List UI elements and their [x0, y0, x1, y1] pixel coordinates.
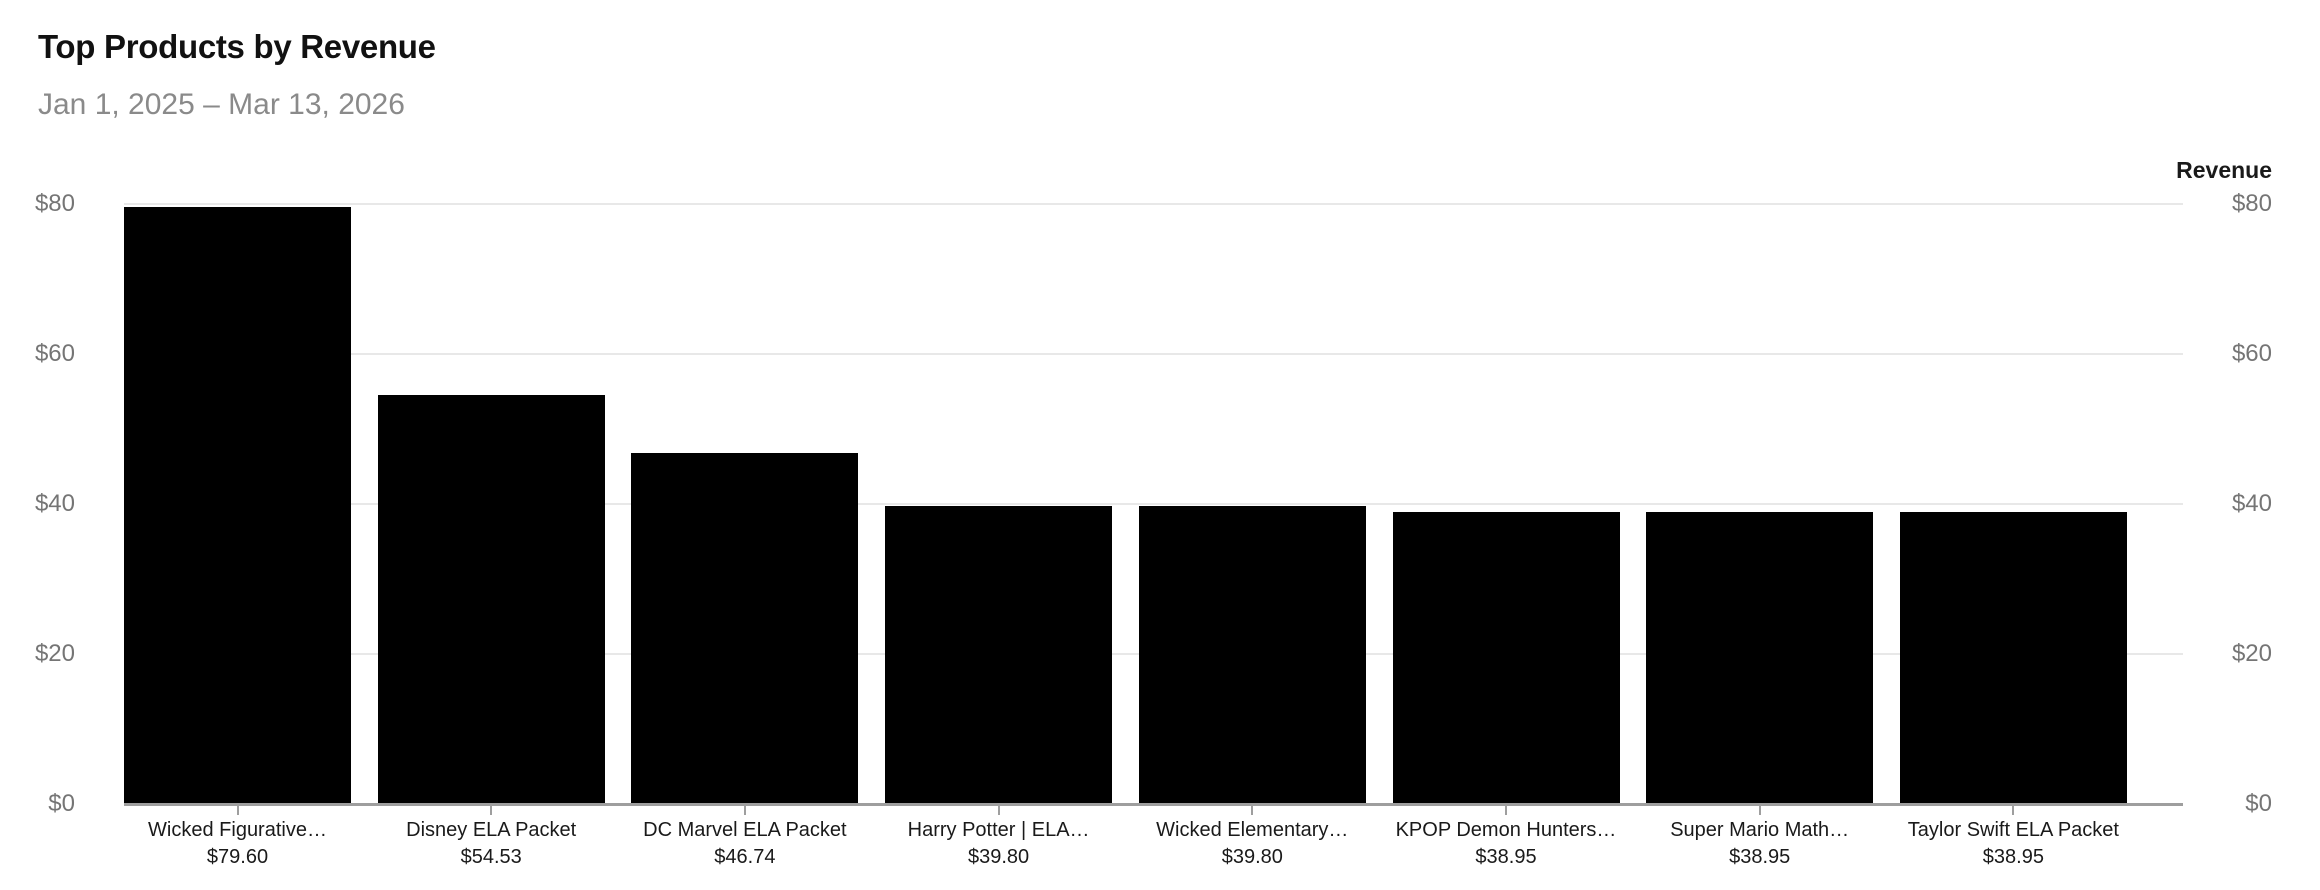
category-label: Disney ELA Packet	[406, 819, 577, 841]
category-label: KPOP Demon Hunters…	[1395, 819, 1617, 841]
category-label: Super Mario Math…	[1670, 819, 1850, 841]
y-axis-tick-label-left: $0	[48, 790, 75, 817]
bar-value-label: $46.74	[714, 846, 776, 868]
bar-value-label: $38.95	[1475, 846, 1537, 868]
x-axis-tick	[997, 806, 1000, 815]
y-axis-tick-label-right: $20	[2231, 640, 2272, 667]
chart-date-range: Jan 1, 2025 – Mar 13, 2026	[38, 88, 405, 121]
x-axis-tick	[1251, 806, 1254, 815]
x-axis-tick	[2012, 806, 2015, 815]
revenue-bar[interactable]	[1138, 505, 1366, 804]
bar-label-group: Disney ELA Packet $54.53	[364, 817, 618, 871]
category-label: Wicked Figurative…	[148, 819, 327, 841]
x-axis-tick	[490, 806, 493, 815]
y-axis-tick-label-left: $60	[34, 340, 75, 367]
y-gridline	[123, 203, 2183, 205]
bar-label-group: Wicked Figurative… $79.60	[111, 817, 365, 871]
y-gridline	[123, 353, 2183, 355]
revenue-bar[interactable]	[631, 453, 859, 804]
revenue-bar[interactable]	[1646, 511, 1874, 804]
bar-value-label: $39.80	[1221, 846, 1283, 868]
right-axis-title: Revenue	[2176, 157, 2272, 183]
revenue-bar[interactable]	[124, 207, 351, 804]
revenue-bar[interactable]	[885, 505, 1113, 804]
revenue-bar[interactable]	[1392, 511, 1620, 804]
bar-value-label: $38.95	[1729, 846, 1791, 868]
category-label: DC Marvel ELA Packet	[643, 819, 847, 841]
y-gridline	[123, 503, 2183, 505]
bar-label-group: KPOP Demon Hunters… $38.95	[1379, 817, 1633, 871]
bar-label-group: DC Marvel ELA Packet $46.74	[618, 817, 872, 871]
y-axis-tick-label-left: $40	[34, 490, 75, 517]
category-label: Harry Potter | ELA…	[907, 819, 1090, 841]
revenue-bar[interactable]	[1899, 511, 2127, 804]
bar-value-label: $39.80	[968, 846, 1030, 868]
x-axis-tick	[1758, 806, 1761, 815]
x-axis-tick	[236, 806, 239, 815]
y-axis-tick-label-right: $80	[2231, 190, 2272, 217]
x-axis-tick	[1505, 806, 1507, 815]
revenue-bar[interactable]	[377, 395, 605, 804]
bar-label-group: Harry Potter | ELA… $39.80	[872, 817, 1126, 871]
chart-title: Top Products by Revenue	[38, 28, 436, 65]
y-axis-tick-label-right: $60	[2231, 340, 2272, 367]
y-axis-tick-label-right: $40	[2231, 490, 2272, 517]
y-axis-tick-label-left: $20	[34, 640, 75, 667]
y-axis-tick-label-left: $80	[34, 190, 75, 217]
bar-label-group: Taylor Swift ELA Packet $38.95	[1886, 817, 2140, 871]
bar-value-label: $79.60	[206, 846, 269, 868]
bar-label-group: Super Mario Math… $38.95	[1633, 817, 1887, 871]
x-axis-baseline	[123, 802, 2183, 806]
y-axis-tick-label-right: $0	[2245, 790, 2272, 817]
bar-value-label: $54.53	[460, 846, 522, 868]
bar-label-group: Wicked Elementary… $39.80	[1125, 817, 1379, 871]
bar-value-label: $38.95	[1982, 846, 2044, 868]
category-label: Wicked Elementary…	[1156, 819, 1349, 841]
x-axis-tick	[743, 806, 746, 815]
category-label: Taylor Swift ELA Packet	[1907, 819, 2119, 841]
